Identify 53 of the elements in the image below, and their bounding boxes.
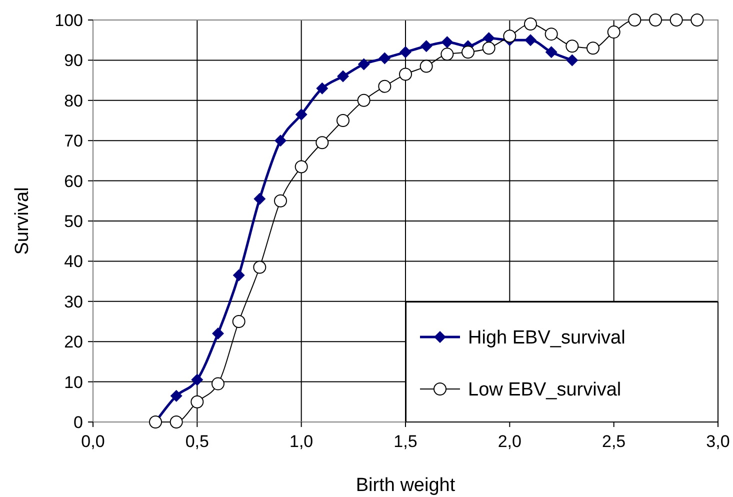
y-tick-label: 0 [74,412,83,432]
y-tick-label: 20 [64,332,83,352]
point [420,40,432,52]
point [336,114,350,127]
x-tick-label: 0,0 [81,432,105,451]
point [337,70,349,82]
point [190,395,204,408]
point [295,108,308,120]
point [212,377,224,390]
point [378,80,392,93]
y-tick-label: 30 [64,292,83,312]
y-tick-label: 70 [64,132,83,151]
point [170,390,182,402]
y-tick-label: 10 [64,372,83,392]
point [191,374,204,386]
x-tick-label: 2,5 [602,432,626,451]
x-tick-label: 2,0 [498,432,522,451]
x-axis-title: Birth weight [356,475,456,496]
point [357,94,370,107]
point [399,68,412,81]
y-tick-label: 90 [64,51,83,70]
point [274,134,286,147]
y-tick-label: 60 [64,172,83,191]
point [524,18,537,31]
point [232,269,245,282]
point [524,34,536,46]
point [294,160,308,174]
point [545,46,558,58]
point [482,42,496,55]
point [503,30,516,43]
y-axis-title: Survival [12,187,33,255]
point [566,40,579,53]
point [358,58,370,70]
point [254,192,266,205]
legend-label: Low EBV_survival [468,380,622,401]
point [607,26,620,39]
y-tick-label: 100 [54,10,83,30]
point [400,46,412,58]
point [316,136,329,150]
y-tick-label: 80 [64,91,83,110]
legend-label: High EBV_survival [468,328,626,349]
x-tick-label: 0,5 [185,432,209,451]
point [378,52,391,64]
x-tick-label: 3,0 [706,432,730,451]
point [441,36,454,48]
x-tick-label: 1,0 [290,432,314,451]
point [462,46,474,59]
point [316,82,328,94]
point [566,54,578,66]
x-tick-label: 1,5 [394,432,418,451]
point [212,328,224,340]
y-tick-label: 50 [64,212,83,231]
y-tick-label: 40 [64,252,83,272]
